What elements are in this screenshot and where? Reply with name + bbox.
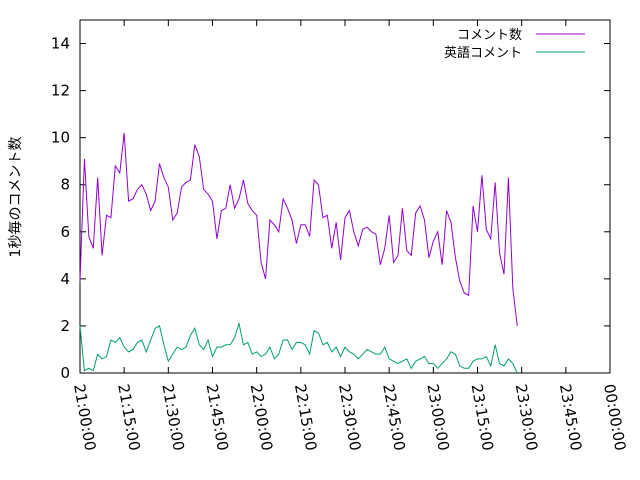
x-tick-label: 21:30:00	[158, 383, 187, 452]
y-tick-label: 4	[60, 270, 70, 288]
x-tick-label: 21:15:00	[114, 383, 143, 452]
y-tick-label: 14	[51, 35, 70, 53]
legend-label: 英語コメント	[444, 45, 522, 61]
y-tick-label: 6	[60, 223, 70, 241]
x-tick-label: 21:45:00	[203, 383, 232, 452]
y-axis-title: 1秒毎のコメント数	[8, 137, 24, 258]
x-tick-label: 22:00:00	[247, 383, 276, 452]
series-line-1	[79, 321, 518, 374]
y-tick-label: 2	[60, 317, 70, 335]
series-lines	[79, 132, 518, 374]
plot-border	[79, 19, 611, 374]
x-tick-label: 23:15:00	[468, 383, 497, 452]
x-tick-label: 23:30:00	[512, 383, 541, 452]
y-tick-label: 10	[51, 129, 70, 147]
x-tick-label: 23:00:00	[423, 383, 452, 452]
x-axis: 21:00:00 21:15:00 21:30:00 21:45:00 22:00:00…	[70, 20, 629, 452]
x-tick-label: 22:15:00	[291, 383, 320, 452]
x-tick-label: 00:00:00	[600, 383, 629, 452]
y-tick-label: 8	[60, 176, 70, 194]
y-axis: 0 2 4 6 8 10 12 14	[51, 35, 610, 382]
legend-label: コメント数	[457, 28, 522, 43]
x-tick-label: 23:45:00	[556, 383, 585, 452]
x-tick-label: 22:30:00	[335, 383, 364, 452]
y-tick-label: 12	[51, 82, 70, 100]
x-tick-label: 21:00:00	[70, 383, 99, 452]
plot-frame	[79, 19, 611, 374]
x-tick-label: 22:45:00	[379, 383, 408, 452]
series-line-0	[79, 132, 518, 326]
y-tick-label: 0	[60, 364, 70, 382]
